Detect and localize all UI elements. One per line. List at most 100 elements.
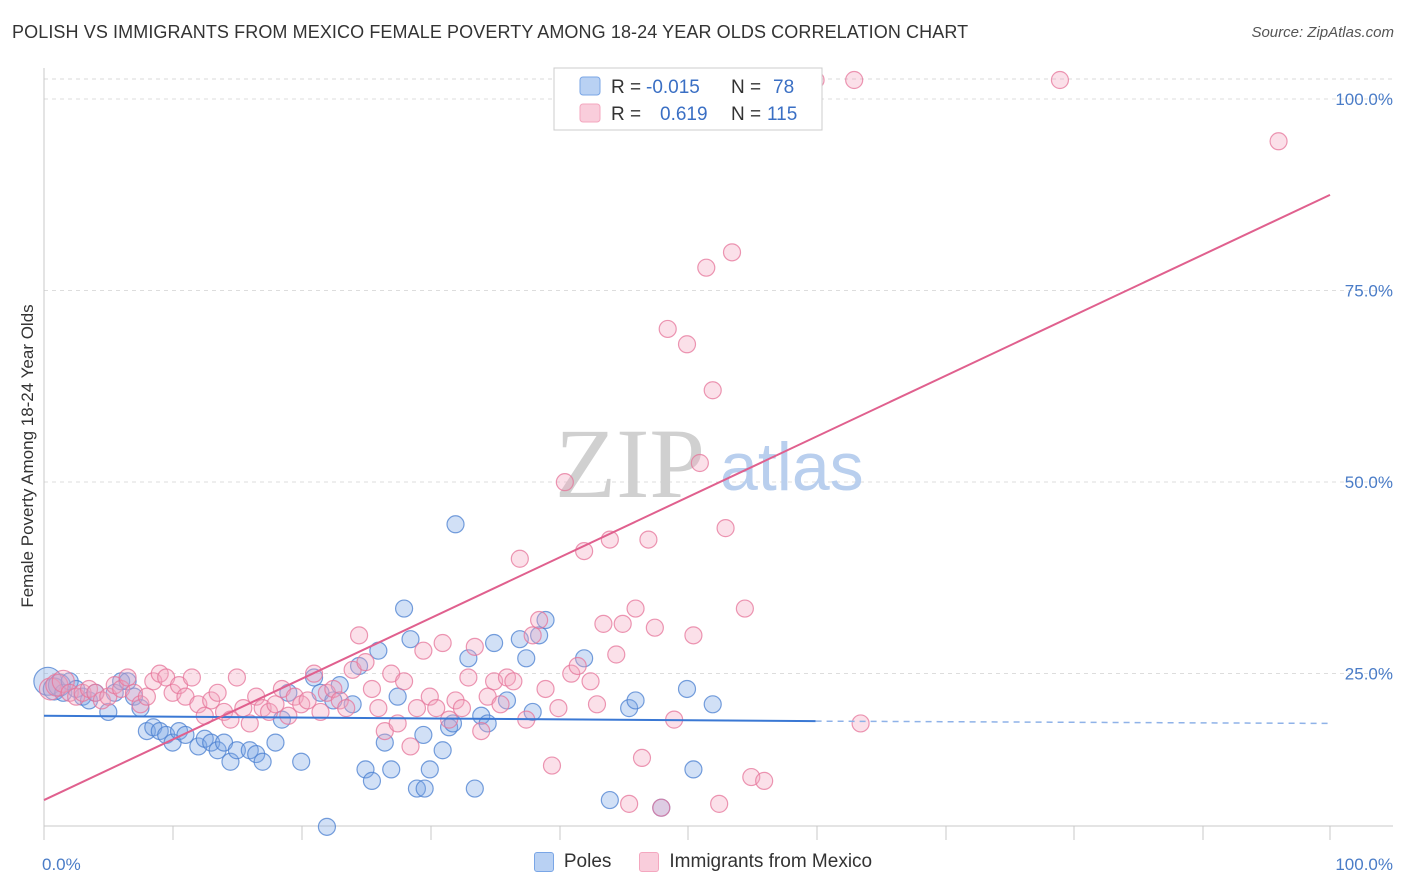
point-mexico <box>362 679 382 699</box>
trend-line-mexico <box>43 193 1331 801</box>
point-mexico <box>620 794 639 813</box>
point-poles <box>356 760 375 779</box>
point-mexico <box>279 706 298 725</box>
point-mexico <box>266 695 285 714</box>
point-mexico <box>394 672 414 691</box>
tick-labels: 0.0% 100.0% 25.0% 50.0% 75.0% 100.0% <box>42 90 1393 874</box>
point-poles <box>600 790 619 810</box>
point-poles <box>292 752 311 771</box>
point-mexico <box>690 453 709 473</box>
point-mexico <box>755 771 774 790</box>
point-mexico <box>240 714 259 733</box>
point-mexico <box>626 599 645 618</box>
point-mexico <box>504 672 523 691</box>
point-mexico <box>407 699 427 718</box>
point-mexico <box>38 677 63 701</box>
point-mexico <box>510 549 529 568</box>
point-mexico <box>639 530 658 549</box>
stats-r-value-mexico: 0.619 <box>660 104 708 125</box>
point-mexico <box>414 641 433 660</box>
stats-n-value-poles: 78 <box>773 77 794 98</box>
point-poles <box>420 760 439 779</box>
x-tick-label-100: 100.0% <box>1335 855 1393 874</box>
point-mexico <box>697 258 716 277</box>
y-tick-label-25: 25.0% <box>1345 665 1393 684</box>
point-mexico <box>613 614 632 633</box>
point-poles <box>414 725 433 745</box>
point-mexico <box>298 691 317 710</box>
point-poles <box>703 695 722 714</box>
y-tick-label-50: 50.0% <box>1345 473 1393 492</box>
series-poles-points <box>33 515 722 836</box>
point-poles <box>626 691 645 710</box>
point-poles <box>227 741 246 760</box>
point-mexico <box>632 748 652 768</box>
axes <box>43 68 1393 840</box>
legend-swatch-poles <box>533 852 554 872</box>
point-poles <box>401 630 420 649</box>
point-mexico <box>208 683 227 702</box>
point-poles <box>433 741 452 760</box>
stats-r-value-poles: -0.015 <box>646 77 700 98</box>
point-poles <box>221 752 240 771</box>
point-mexico <box>401 737 420 756</box>
point-mexico <box>594 614 613 633</box>
point-mexico <box>523 626 542 645</box>
point-mexico <box>658 319 677 339</box>
chart-source: Source: ZipAtlas.com <box>1251 24 1394 41</box>
point-poles <box>362 771 382 790</box>
trend-lines <box>43 193 1331 801</box>
point-mexico <box>51 669 75 693</box>
point-mexico <box>118 668 137 687</box>
point-mexico <box>337 699 356 718</box>
point-mexico <box>703 381 722 400</box>
point-mexico <box>845 70 864 90</box>
point-mexico <box>710 794 729 813</box>
watermark-zip: ZIP <box>555 408 705 519</box>
stats-legend-swatch-poles <box>579 76 601 96</box>
stats-n-label-poles: N = <box>731 77 761 98</box>
grid-lines <box>44 78 1393 674</box>
trend-line-poles <box>43 714 816 723</box>
legend-item-poles: Poles <box>533 851 612 873</box>
point-poles <box>266 733 285 752</box>
point-mexico <box>465 637 484 656</box>
stats-legend: R = -0.015 N = 78 R = 0.619 N = 115 <box>553 67 823 131</box>
point-poles <box>407 779 427 798</box>
point-mexico <box>851 714 870 733</box>
series-mexico-points <box>38 70 1288 817</box>
point-poles <box>459 649 478 668</box>
watermark-atlas: atlas <box>720 429 864 505</box>
point-mexico <box>677 335 697 354</box>
point-mexico <box>45 673 69 697</box>
point-mexico <box>555 473 574 492</box>
legend-label-poles: Poles <box>563 851 612 872</box>
point-poles <box>684 760 703 779</box>
point-mexico <box>684 626 703 645</box>
point-mexico <box>735 599 754 618</box>
point-poles <box>530 626 549 645</box>
x-tick-label-0: 0.0% <box>42 855 81 874</box>
series-legend: Poles Immigrants from Mexico <box>0 851 1406 873</box>
stats-r-label-mexico: R = <box>611 104 641 125</box>
point-mexico <box>472 721 491 741</box>
point-poles <box>415 779 434 798</box>
point-mexico <box>433 633 452 653</box>
point-mexico <box>420 687 439 706</box>
point-mexico <box>645 618 664 637</box>
point-mexico <box>652 798 671 817</box>
point-mexico <box>568 656 587 676</box>
point-poles <box>317 817 337 836</box>
point-poles <box>253 752 272 771</box>
point-mexico <box>607 645 626 664</box>
point-poles <box>677 679 697 699</box>
point-mexico <box>227 668 246 687</box>
point-mexico <box>716 519 735 538</box>
point-poles <box>465 779 484 798</box>
point-mexico <box>1269 132 1288 151</box>
legend-item-mexico: Immigrants from Mexico <box>639 851 872 873</box>
point-mexico <box>356 653 375 672</box>
chart-title: POLISH VS IMMIGRANTS FROM MEXICO FEMALE … <box>12 22 969 42</box>
point-mexico <box>722 243 742 262</box>
point-mexico <box>581 672 600 691</box>
